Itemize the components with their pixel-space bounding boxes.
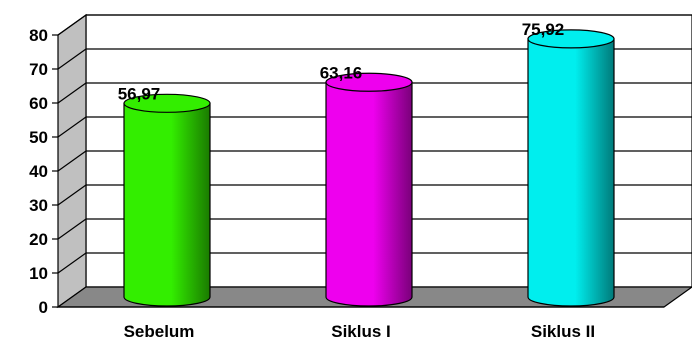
gridline <box>57 116 692 138</box>
y-tick-label: 0 <box>39 298 48 317</box>
y-tick-label: 80 <box>29 26 48 45</box>
y-tick-label: 30 <box>29 196 48 215</box>
gridline <box>57 82 692 104</box>
bar <box>325 72 413 307</box>
x-category-label: Siklus I <box>331 322 391 341</box>
x-category-label: Siklus II <box>531 322 595 341</box>
gridline <box>57 218 692 240</box>
bar-top <box>123 93 211 113</box>
bar <box>527 29 615 307</box>
data-label: 75,92 <box>522 20 565 39</box>
y-tick-label: 10 <box>29 264 48 283</box>
gridline <box>57 184 692 206</box>
bars <box>123 29 615 307</box>
gridline <box>57 48 692 70</box>
x-category-label: Sebelum <box>124 322 195 341</box>
gridlines <box>57 14 692 274</box>
bar <box>123 93 211 307</box>
gridline <box>57 252 692 274</box>
x-axis-categories: Sebelum Siklus I Siklus II <box>124 322 596 341</box>
bar-top <box>527 29 615 49</box>
data-label: 56,97 <box>118 84 161 103</box>
bar-body <box>527 38 615 307</box>
y-tick-label: 40 <box>29 162 48 181</box>
y-tick-label: 70 <box>29 60 48 79</box>
y-tick-label: 50 <box>29 128 48 147</box>
bar-body <box>325 81 413 307</box>
y-axis-ticks: 0 10 20 30 40 50 60 70 80 <box>29 26 664 317</box>
gridline <box>57 14 692 36</box>
y-tick-label: 20 <box>29 230 48 249</box>
data-labels: 56,97 63,16 75,92 <box>118 20 565 103</box>
bar-top <box>325 72 413 92</box>
gridline <box>57 150 692 172</box>
y-tick-label: 60 <box>29 94 48 113</box>
data-label: 63,16 <box>320 63 363 82</box>
bar-body <box>123 102 211 307</box>
